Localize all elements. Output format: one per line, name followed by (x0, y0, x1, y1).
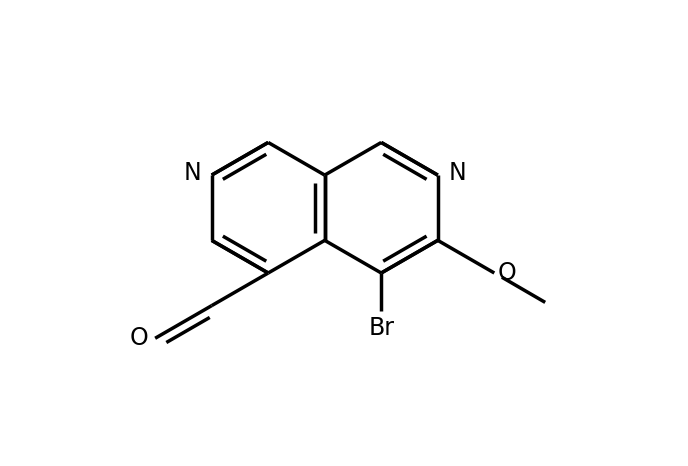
Text: Br: Br (368, 316, 394, 340)
Text: O: O (497, 261, 517, 285)
Text: N: N (449, 161, 466, 185)
Text: O: O (130, 326, 149, 350)
Text: N: N (184, 161, 201, 185)
